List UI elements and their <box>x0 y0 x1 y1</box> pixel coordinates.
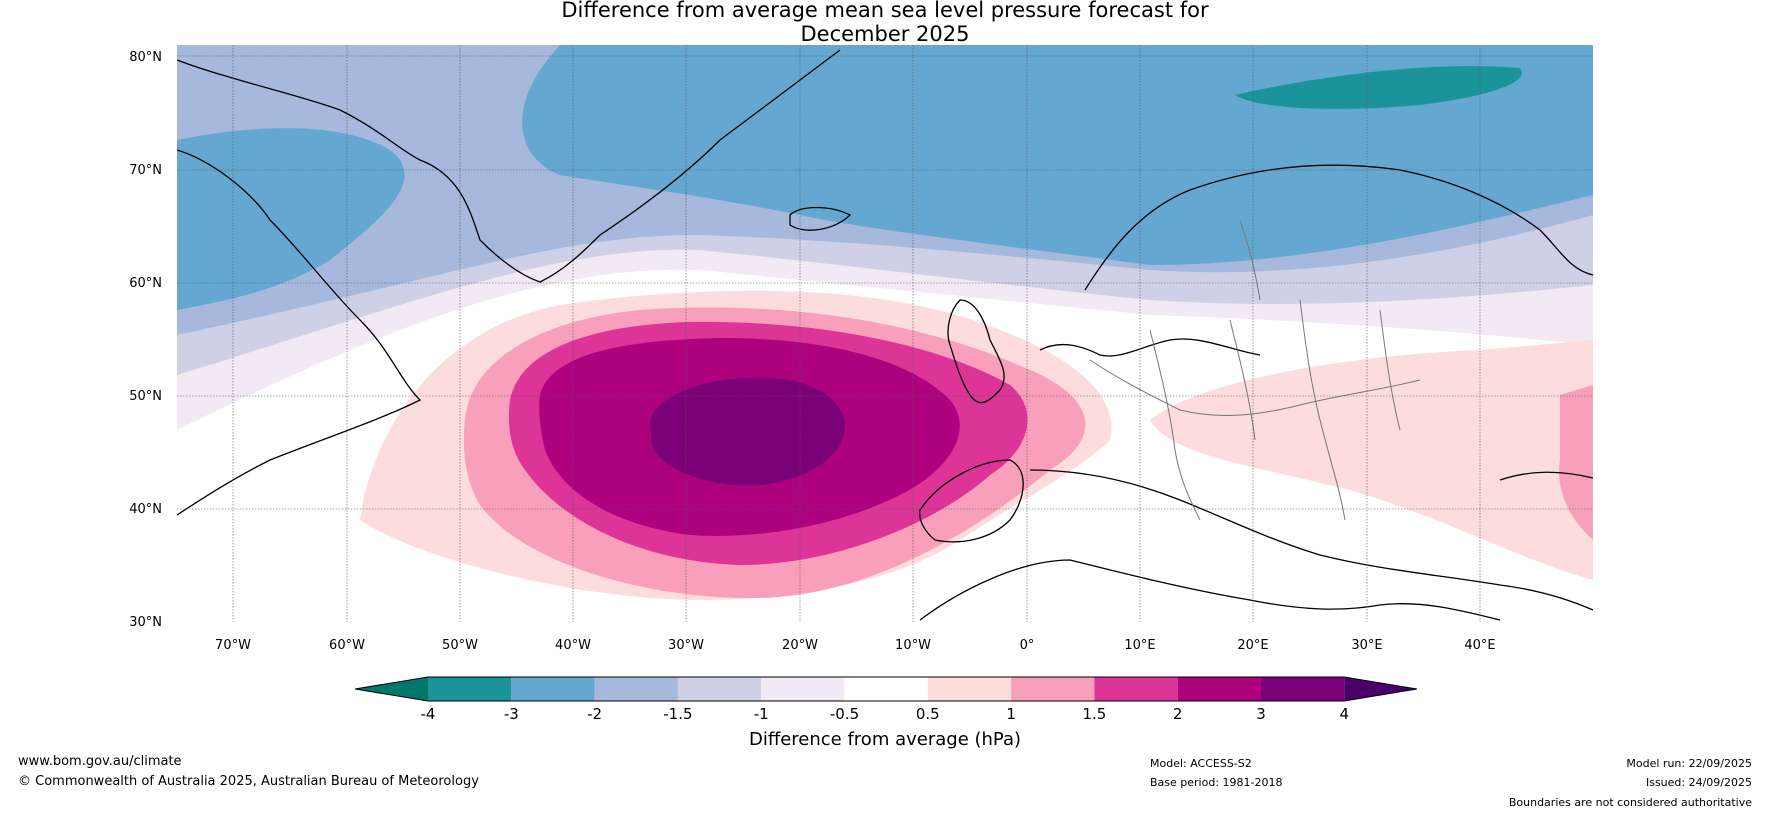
iceland-coast <box>789 206 852 231</box>
colorbar-ticks: -4 -3 -2 -1.5 -1 -0.5 0.5 1 1.5 2 3 4 <box>421 705 1350 723</box>
scandinavia-coast <box>1084 164 1593 291</box>
lon-label: 60°W <box>329 638 365 653</box>
lat-label: 30°N <box>129 615 162 630</box>
lon-label: 40°E <box>1464 638 1495 653</box>
coastlines <box>177 49 1593 621</box>
colorbar-swatch <box>1094 677 1178 701</box>
colorbar-extend-low <box>355 677 428 701</box>
lat-label: 80°N <box>129 50 162 65</box>
north-africa-coast <box>919 559 1501 621</box>
copyright-text: © Commonwealth of Australia 2025, Austra… <box>18 774 479 789</box>
border-line <box>1379 309 1401 431</box>
colorbar-swatch <box>844 677 928 701</box>
anomaly-field <box>177 45 1593 622</box>
model-text: Model: ACCESS-S2 <box>1150 757 1252 770</box>
colorbar-swatch <box>761 677 845 701</box>
colorbar-swatch <box>1177 677 1261 701</box>
colorbar-swatch <box>927 677 1012 701</box>
issued-text: Issued: 24/09/2025 <box>1645 776 1752 789</box>
website-text: www.bom.gov.au/climate <box>18 754 182 769</box>
colorbar-swatch <box>594 677 678 701</box>
colorbar-tick-label: -1.5 <box>663 705 692 723</box>
colorbar-swatch <box>428 677 512 701</box>
band-neg-3 <box>1235 66 1522 109</box>
title-line-1: Difference from average mean sea level p… <box>561 0 1209 22</box>
colorbar-tick-label: -0.5 <box>830 705 859 723</box>
colorbar-tick-label: -3 <box>504 705 519 723</box>
colorbar-tick-label: -4 <box>421 705 436 723</box>
great-britain-coast <box>947 299 1005 404</box>
base-period-text: Base period: 1981-2018 <box>1150 776 1283 789</box>
colorbar-tick-label: 4 <box>1340 705 1350 723</box>
lat-label: 40°N <box>129 502 162 517</box>
colorbar-swatch <box>511 677 595 701</box>
disclaimer-text: Boundaries are not considered authoritat… <box>1508 796 1752 809</box>
greenland-coast <box>177 49 841 283</box>
colorbar-tick-label: -1 <box>754 705 769 723</box>
band-pos-1-east <box>1559 385 1593 540</box>
colorbar-tick-label: 3 <box>1256 705 1266 723</box>
colorbar-tick-label: 1.5 <box>1082 705 1106 723</box>
north-america-coast <box>177 149 422 516</box>
iberia-coast <box>919 459 1024 543</box>
colorbar-outline <box>354 676 1418 702</box>
band-pos-3 <box>650 377 845 486</box>
lon-label: 10°E <box>1124 638 1155 653</box>
band-pos-05-east <box>1150 340 1593 580</box>
colorbar-swatch <box>1011 677 1095 701</box>
map-title: Difference from average mean sea level p… <box>0 0 1770 46</box>
graticule <box>177 45 1593 622</box>
lon-label: 20°W <box>782 638 818 653</box>
longitude-labels: 70°W 60°W 50°W 40°W 30°W 20°W 10°W 0° 10… <box>215 638 1496 653</box>
title-line-2: December 2025 <box>800 22 970 46</box>
band-neg-2-west <box>177 128 405 310</box>
lon-label: 0° <box>1020 638 1035 653</box>
border-line <box>1089 359 1421 416</box>
lon-label: 30°W <box>668 638 704 653</box>
colorbar-tick-label: 2 <box>1173 705 1183 723</box>
colorbar-extend-high <box>1344 677 1417 701</box>
lat-label: 60°N <box>129 276 162 291</box>
lat-label: 70°N <box>129 163 162 178</box>
black-sea-coast <box>1499 471 1593 481</box>
lon-label: 20°E <box>1237 638 1268 653</box>
north-sea-coast <box>1039 338 1261 357</box>
border-line <box>1299 299 1346 521</box>
border-line <box>1239 219 1261 301</box>
lat-label: 50°N <box>129 389 162 404</box>
latitude-labels: 80°N 70°N 60°N 50°N 40°N 30°N <box>129 50 162 630</box>
colorbar <box>354 676 1418 702</box>
border-line <box>1149 329 1201 521</box>
lon-label: 40°W <box>555 638 591 653</box>
colorbar-swatch <box>1261 677 1345 701</box>
lon-label: 70°W <box>215 638 251 653</box>
mediterranean-coast <box>1029 469 1593 611</box>
colorbar-swatch <box>677 677 762 701</box>
colorbar-tick-label: 0.5 <box>916 705 940 723</box>
colorbar-tick-label: -2 <box>587 705 602 723</box>
lon-label: 10°W <box>895 638 931 653</box>
lon-label: 50°W <box>442 638 478 653</box>
colorbar-label: Difference from average (hPa) <box>749 729 1021 750</box>
country-borders <box>1089 219 1421 521</box>
model-run-text: Model run: 22/09/2025 <box>1626 757 1752 770</box>
lon-label: 30°E <box>1351 638 1382 653</box>
colorbar-tick-label: 1 <box>1006 705 1016 723</box>
